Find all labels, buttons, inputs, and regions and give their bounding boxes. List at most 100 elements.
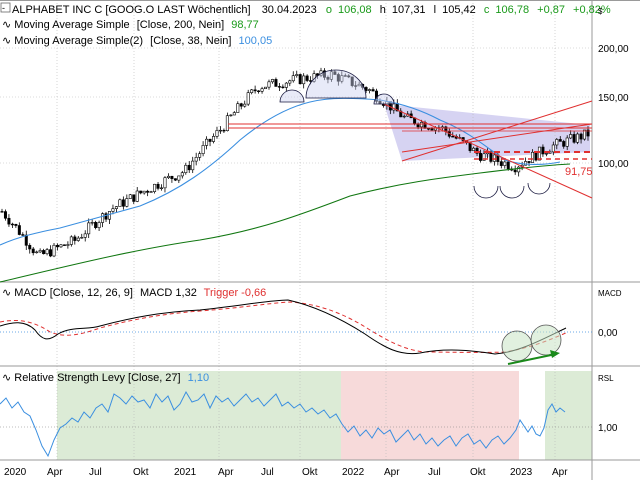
rsl-zone-green-2: [545, 371, 592, 460]
candle-body: [180, 172, 184, 177]
svg-text:∿ Relative Strength Levy: ∿ Relative Strength Levy [Close, 27] 1,1…: [2, 372, 209, 384]
x-tick-okt-2022: Okt: [470, 467, 486, 478]
change-percent: +0,82%: [573, 4, 611, 16]
candle-body: [90, 222, 94, 224]
candle-body: [45, 249, 49, 255]
macd-trigger-value: Trigger -0,66: [204, 287, 267, 299]
x-tick-okt-2020: Okt: [133, 467, 149, 478]
indicator-2-name: Moving Average Simple(2): [14, 35, 143, 47]
candle-body: [499, 161, 503, 166]
candle-body: [191, 160, 195, 171]
candle-body: [69, 236, 73, 245]
main-header: - ALPHABET INC C [GOOG.O LAST Wöchentlic…: [0, 2, 611, 16]
candle-body: [333, 71, 337, 75]
candle-body: [222, 129, 226, 132]
x-tick-apr-2020: Apr: [47, 467, 63, 478]
macd-line: [0, 299, 567, 355]
main-title: ALPHABET INC C [GOOG.O LAST Wöchentlich]: [12, 4, 251, 16]
ohlc-high-value: 107,31: [392, 4, 426, 16]
indicator-2-icon: ∿: [2, 35, 11, 47]
candle-body: [76, 237, 80, 241]
candle-body: [194, 157, 198, 162]
candle-body: [541, 146, 545, 155]
macd-arrow-line: [507, 353, 557, 365]
candle-body: [288, 80, 292, 84]
candle-body: [128, 194, 132, 199]
candle-body: [225, 115, 229, 132]
candle-body: [73, 236, 77, 241]
x-tick-apr-2022: Apr: [384, 467, 400, 478]
candle-body: [402, 115, 406, 118]
y-tick-100: 100,00: [598, 159, 629, 170]
x-tick-2021: 2021: [174, 467, 197, 478]
candle-body: [489, 151, 493, 162]
rsl-y-tick-1: 1,00: [598, 423, 618, 434]
candle-body: [264, 86, 268, 90]
candle-body: [166, 175, 170, 179]
toggle-box-main[interactable]: [0, 2, 11, 13]
macd-title: MACD [Close, 12, 26, 9]: [14, 287, 133, 299]
candle-body: [277, 86, 281, 88]
candle-body: [146, 190, 150, 193]
candle-body: [121, 199, 125, 207]
macd-y-tick-0: 0,00: [598, 328, 618, 339]
currency-label: $: [598, 7, 603, 16]
rsl-zone-green-1: [57, 371, 341, 460]
x-axis: 2020 Apr Jul Okt 2021 Apr Jul Okt 2022 A…: [4, 467, 568, 478]
indicator-2-params: [Close, 38, Nein]: [150, 35, 231, 47]
candle-body: [59, 244, 63, 248]
candle-body: [565, 137, 569, 147]
candle-body: [125, 198, 129, 207]
candle-body: [218, 129, 222, 132]
main-date: 30.04.2023: [262, 4, 317, 16]
ohlc-open-value: 106,08: [338, 4, 372, 16]
macd-circle-2: [530, 324, 562, 356]
candle-body: [544, 153, 548, 155]
candle-body: [350, 76, 354, 86]
candle-body: [281, 86, 285, 89]
candle-body: [357, 83, 361, 87]
macd-value: MACD 1,32: [140, 287, 197, 299]
candle-body: [170, 175, 174, 179]
candle-body: [243, 103, 247, 107]
pattern-annotations: [279, 69, 551, 199]
candle-body: [208, 138, 212, 142]
candle-body: [97, 222, 101, 228]
candle-body: [104, 213, 108, 220]
candle-body: [139, 190, 143, 194]
macd-icon: ∿: [2, 287, 11, 299]
rsl-header: ∿ Relative Strength Levy [Close, 27] 1,1…: [2, 372, 618, 434]
candle-body: [482, 153, 486, 161]
y-tick-200: 200,00: [598, 44, 629, 55]
candle-body: [555, 139, 559, 146]
candle-body: [475, 147, 479, 154]
svg-text:∿ MACD [Close, 12, 26, 9: ∿ MACD [Close, 12, 26, 9] MACD 1,32 Trig…: [2, 287, 266, 299]
candle-body: [569, 134, 573, 139]
candle-body: [132, 194, 136, 202]
candle-body: [80, 237, 84, 239]
rsl-zones: [57, 371, 592, 460]
candle-body: [232, 112, 236, 116]
candle-body: [298, 74, 302, 85]
candle-body: [479, 153, 483, 161]
candle-body: [24, 234, 28, 246]
candle-body: [17, 225, 21, 235]
candle-body: [329, 71, 333, 80]
candle-body: [579, 133, 583, 140]
candle-body: [173, 178, 177, 181]
candle-body: [420, 122, 424, 128]
price-annotation-label: 91,75: [565, 166, 593, 178]
candle-body: [558, 139, 562, 142]
candle-body: [305, 75, 309, 81]
rsl-icon: ∿: [2, 372, 11, 384]
trend-lines: [228, 100, 593, 199]
macd-header: ∿ MACD [Close, 12, 26, 9] MACD 1,32 Trig…: [2, 287, 622, 339]
candle-body: [472, 147, 476, 151]
candle-body: [576, 133, 580, 143]
x-tick-2023: 2023: [510, 467, 533, 478]
candle-body: [149, 191, 153, 193]
macd-trigger-line: [0, 301, 569, 353]
rsl-axis-title: RSL: [598, 374, 614, 383]
candle-body: [142, 190, 146, 194]
